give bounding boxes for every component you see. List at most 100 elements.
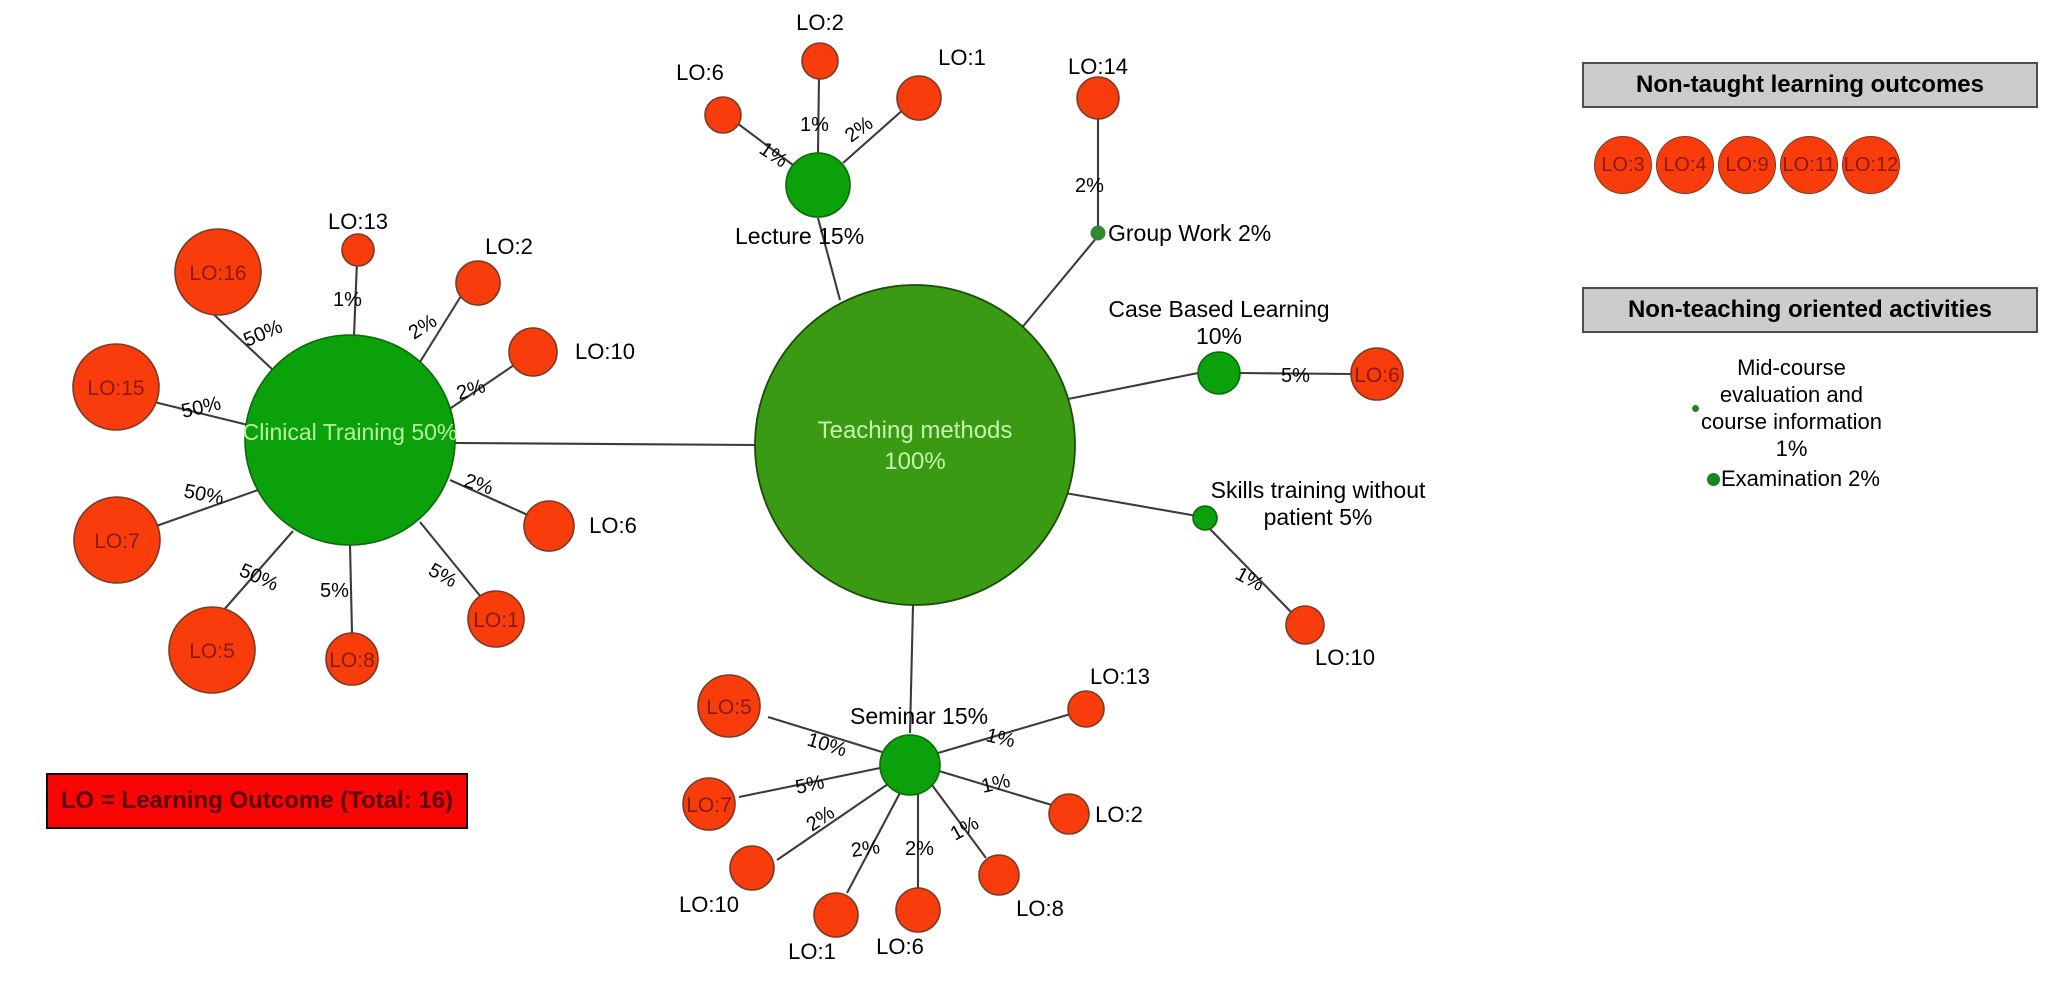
- node-lo10-ct-label: LO:10: [575, 339, 635, 364]
- list-item-midcourse-evaluation[interactable]: Mid-course evaluation and course informa…: [1692, 354, 1882, 462]
- edge-sem-lo2: [938, 769, 1056, 808]
- node-lo13-seminar-label: LO:13: [1090, 664, 1150, 689]
- node-lo2-seminar[interactable]: [1048, 793, 1090, 835]
- pct-sem-lo13: 1%: [984, 724, 1017, 752]
- edge-ct-lo1: [419, 521, 482, 598]
- node-lo13-seminar[interactable]: [1067, 690, 1105, 728]
- node-teaching-methods[interactable]: Teaching methods 100%: [754, 284, 1076, 606]
- cbl-label-line1: Case Based Learning: [1108, 296, 1329, 322]
- node-lo6-ct-label: LO:6: [589, 513, 637, 538]
- node-lecture[interactable]: Lecture 15%: [735, 152, 864, 249]
- node-lo7-seminar[interactable]: [682, 777, 736, 831]
- lecture-outcomes: LO:6 LO:2 LO:1: [676, 10, 986, 134]
- edge-cbl-lo6: [1239, 371, 1353, 376]
- node-lo8-ct-label: LO:8: [329, 649, 375, 672]
- node-lo14-gw[interactable]: [1076, 76, 1120, 120]
- node-lo6-lecture[interactable]: [704, 96, 742, 134]
- node-lo16[interactable]: [174, 228, 262, 316]
- list-item-examination[interactable]: Examination 2%: [1707, 466, 1880, 492]
- cbl-label-line2: 10%: [1196, 323, 1242, 349]
- node-lo5-ct-label: LO:5: [189, 640, 235, 663]
- edge-hub-case-based-learning: [1067, 371, 1199, 401]
- skills-label-line1: Skills training without: [1211, 477, 1426, 503]
- cbl-circle[interactable]: [1197, 351, 1241, 395]
- edge-hub-group-work: [1019, 235, 1099, 331]
- pct-cbl-lo6: 5%: [1281, 365, 1310, 387]
- node-lo1-lecture[interactable]: [896, 75, 942, 121]
- node-lo13-ct-label: LO:13: [328, 209, 388, 234]
- node-lo2-lecture[interactable]: [801, 42, 839, 80]
- clinical-training-circle[interactable]: [244, 334, 456, 546]
- edge-sem-lo13: [937, 711, 1075, 755]
- edge-ct-lo5: [214, 530, 294, 621]
- clinical-training-label: Clinical Training 50%: [243, 419, 458, 445]
- group-work-label: Group Work 2%: [1108, 220, 1271, 246]
- node-lo6-cbl[interactable]: [1350, 347, 1404, 401]
- edge-ct-lo6: [449, 479, 531, 517]
- node-lo1-ct[interactable]: [467, 590, 525, 648]
- edge-lec-lo1: [842, 107, 906, 164]
- cbl-outcomes: LO:6 5%: [1281, 347, 1404, 401]
- edge-sem-lo5: [767, 715, 883, 754]
- node-lo6-seminar[interactable]: [895, 887, 941, 933]
- examination-label: Examination 2%: [1721, 466, 1880, 491]
- node-group-work[interactable]: Group Work 2%: [1090, 220, 1271, 246]
- node-lo5-ct[interactable]: [168, 606, 256, 694]
- node-lo8-seminar[interactable]: [978, 854, 1020, 896]
- node-lo15[interactable]: [72, 343, 160, 431]
- node-seminar[interactable]: Seminar 15%: [850, 703, 988, 796]
- node-lo8-ct[interactable]: [325, 632, 379, 686]
- edge-ct-lo16: [208, 309, 275, 372]
- node-lo6-ct[interactable]: [523, 500, 575, 552]
- pct-ct-lo6: 2%: [461, 470, 495, 500]
- node-case-based-learning[interactable]: Case Based Learning 10%: [1108, 296, 1330, 395]
- pct-lec-lo2: 1%: [800, 114, 829, 136]
- hub-circle[interactable]: [754, 284, 1076, 606]
- node-skills-training[interactable]: Skills training without patient 5%: [1192, 477, 1426, 531]
- non-taught-chip[interactable]: LO:11: [1780, 136, 1838, 194]
- clinical-training-edges: [144, 260, 531, 634]
- edge-lec-lo6: [732, 119, 794, 166]
- node-lo2-ct[interactable]: [455, 260, 501, 306]
- node-lo5-seminar[interactable]: [697, 674, 761, 738]
- node-clinical-training[interactable]: Clinical Training 50%: [243, 334, 458, 546]
- pct-sem-lo6: 2%: [905, 838, 934, 860]
- pct-sem-lo1: 2%: [850, 836, 882, 862]
- node-lo10-ct[interactable]: [508, 327, 558, 377]
- skills-circle[interactable]: [1192, 505, 1218, 531]
- non-taught-chip[interactable]: LO:3: [1594, 136, 1652, 194]
- node-lo2-seminar-label: LO:2: [1095, 802, 1143, 827]
- seminar-circle[interactable]: [879, 734, 941, 796]
- lecture-circle[interactable]: [785, 152, 851, 218]
- skills-edges: [1208, 527, 1293, 614]
- seminar-outcomes: LO:5 LO:7 LO:10 LO:1 LO:6 LO:8 LO:2 LO:1…: [679, 664, 1150, 964]
- node-lo1-seminar-label: LO:1: [788, 939, 836, 964]
- node-lo10-skills[interactable]: [1285, 605, 1325, 645]
- seminar-percent-labels: 10% 5% 2% 2% 2% 1% 1% 1%: [793, 724, 1017, 862]
- node-lo1-seminar[interactable]: [813, 892, 859, 938]
- node-lo7-ct[interactable]: [73, 496, 161, 584]
- node-lo6-lecture-label: LO:6: [676, 60, 724, 85]
- pct-sem-lo5: 10%: [805, 729, 850, 762]
- node-lo7-ct-label: LO:7: [94, 530, 140, 553]
- edge-ct-lo10: [447, 360, 521, 411]
- edge-ct-lo2: [414, 295, 462, 371]
- node-lo13-ct[interactable]: [341, 233, 375, 267]
- edge-hub-skills-training: [1064, 491, 1204, 519]
- pct-ct-lo5: 50%: [236, 559, 282, 595]
- node-lo10-seminar[interactable]: [729, 845, 775, 891]
- pct-sem-lo10: 2%: [802, 802, 838, 837]
- non-taught-chip[interactable]: LO:12: [1842, 136, 1900, 194]
- non-taught-chip[interactable]: LO:9: [1718, 136, 1776, 194]
- group-work-dot[interactable]: [1090, 225, 1106, 241]
- pct-sem-lo2: 1%: [979, 770, 1012, 798]
- node-lo10-seminar-label: LO:10: [679, 892, 739, 917]
- node-lo1-ct-label: LO:1: [473, 609, 519, 632]
- skills-label-line2: patient 5%: [1264, 504, 1373, 530]
- pct-ct-lo10: 2%: [454, 375, 488, 405]
- non-taught-chip[interactable]: LO:4: [1656, 136, 1714, 194]
- seminar-edges: [738, 711, 1075, 894]
- edge-skills-lo10: [1208, 527, 1293, 614]
- non-teaching-activity-list: Mid-course evaluation and course informa…: [1582, 354, 2038, 491]
